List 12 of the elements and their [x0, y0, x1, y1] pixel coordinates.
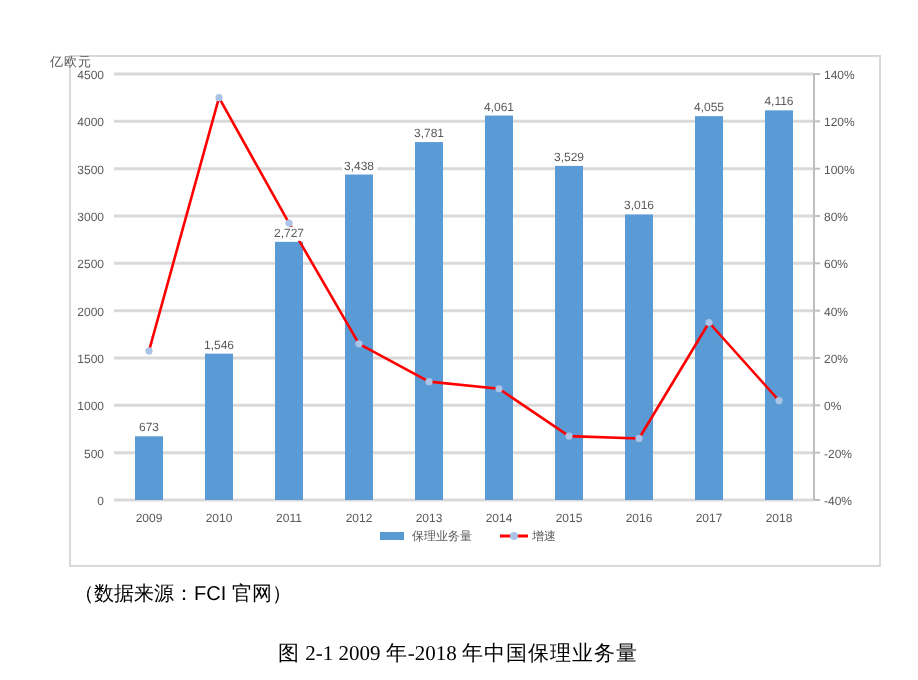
bar: [625, 214, 653, 500]
bar: [695, 116, 723, 500]
bar: [415, 142, 443, 500]
bar: [135, 436, 163, 500]
bar: [345, 174, 373, 500]
text: 图 2-1 2009 年-2018 年中国保理业务量: [278, 640, 638, 666]
bar: [765, 110, 793, 500]
bar: [485, 115, 513, 500]
text: （数据来源：FCI 官网）: [74, 582, 292, 606]
bar: [275, 241, 303, 500]
bar: [555, 165, 583, 500]
bar: [205, 353, 233, 500]
